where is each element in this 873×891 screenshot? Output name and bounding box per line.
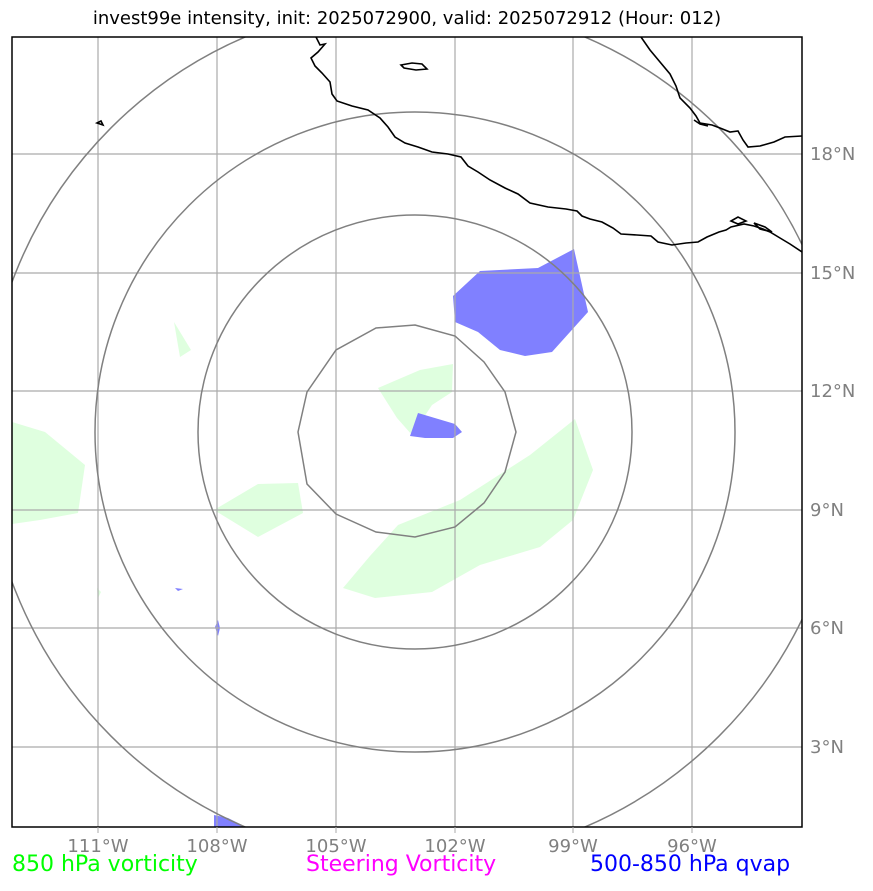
lon-label-96w: 96°W <box>667 836 717 857</box>
lat-label-3n: 3°N <box>810 737 844 758</box>
lon-label-99w: 99°W <box>548 836 598 857</box>
ring-inner <box>297 324 517 538</box>
legend-steering-vorticity: Steering Vorticity <box>306 852 497 877</box>
ring-3 <box>94 111 736 753</box>
legend-vorticity: 850 hPa vorticity <box>12 852 198 877</box>
lat-label-18n: 18°N <box>810 144 855 165</box>
lon-label-108w: 108°W <box>186 836 247 857</box>
legend-qvap: 500-850 hPa qvap <box>590 852 791 877</box>
lon-label-111w: 111°W <box>67 836 128 857</box>
lon-label-102w: 102°W <box>424 836 485 857</box>
ring-2 <box>197 214 633 650</box>
lon-label-105w: 105°W <box>305 836 366 857</box>
lat-label-15n: 15°N <box>810 263 855 284</box>
lat-label-6n: 6°N <box>810 618 844 639</box>
lat-label-12n: 12°N <box>810 381 855 402</box>
vorticity-850-fill <box>12 322 593 598</box>
distance-rings <box>12 37 802 827</box>
map-title: invest99e intensity, init: 2025072900, v… <box>92 8 722 29</box>
tick-marks <box>97 827 693 833</box>
map-frame <box>11 36 803 828</box>
graticule <box>12 37 802 827</box>
lat-label-9n: 9°N <box>810 500 844 521</box>
coastline <box>94 37 802 253</box>
